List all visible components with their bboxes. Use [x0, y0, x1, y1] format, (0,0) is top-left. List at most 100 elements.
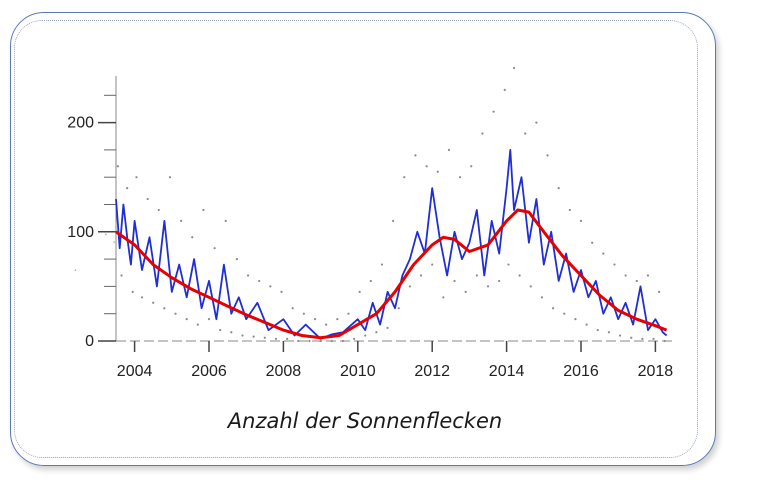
daily-point — [574, 318, 577, 321]
daily-point — [246, 274, 250, 277]
daily-point — [529, 285, 532, 288]
daily-point — [325, 323, 328, 326]
daily-point — [392, 219, 395, 222]
daily-point — [286, 337, 289, 340]
daily-point — [419, 274, 423, 277]
daily-point — [563, 312, 566, 315]
daily-point — [579, 219, 583, 222]
daily-point — [414, 154, 417, 157]
daily-point — [408, 285, 411, 288]
daily-point — [663, 339, 666, 343]
daily-point — [163, 307, 166, 310]
daily-point — [492, 110, 495, 113]
daily-point — [302, 312, 305, 315]
daily-point — [135, 176, 138, 179]
y-axis: 0 100 200 — [67, 76, 117, 350]
daily-point — [546, 154, 549, 157]
daily-point — [596, 328, 599, 332]
x-tick-label: 2008 — [266, 363, 302, 380]
daily-point — [196, 323, 199, 326]
daily-point — [347, 312, 350, 315]
daily-point — [213, 247, 216, 250]
x-tick-label: 2014 — [489, 363, 525, 380]
daily-point — [386, 326, 389, 329]
x-tick-label: 2006 — [191, 363, 227, 380]
daily-point — [646, 274, 650, 277]
daily-point — [568, 208, 571, 212]
frame-inner-border — [14, 20, 698, 458]
daily-point — [453, 279, 456, 283]
daily-point — [540, 296, 544, 299]
daily-point — [202, 208, 205, 212]
daily-point — [308, 339, 311, 343]
x-tick-label: 2012 — [414, 363, 450, 380]
daily-point — [152, 301, 155, 304]
smoothed-series-line — [115, 208, 668, 340]
daily-point — [557, 187, 560, 190]
daily-point — [341, 339, 345, 343]
daily-point — [397, 307, 400, 310]
daily-point — [180, 219, 183, 222]
monthly-line — [115, 149, 668, 340]
daily-point — [168, 176, 172, 179]
chart-caption: Anzahl der Sonnenflecken — [227, 409, 503, 433]
daily-point — [352, 337, 356, 340]
daily-point — [297, 339, 300, 343]
daily-point — [146, 197, 149, 201]
daily-point — [512, 66, 516, 70]
daily-point — [126, 187, 129, 190]
daily-point — [319, 339, 322, 343]
daily-point — [552, 307, 555, 310]
daily-point — [459, 176, 462, 179]
daily-point — [447, 148, 451, 151]
daily-point — [375, 331, 378, 334]
daily-point — [486, 285, 490, 288]
daily-point — [591, 241, 594, 244]
daily-point — [358, 290, 361, 293]
daily-point — [369, 279, 372, 283]
daily-point — [442, 296, 445, 299]
daily-point — [116, 165, 119, 168]
daily-point — [113, 241, 115, 243]
daily-point — [207, 318, 211, 321]
x-tick-label: 2018 — [638, 363, 674, 380]
daily-point — [380, 263, 384, 266]
daily-point — [470, 165, 473, 168]
frame-border — [10, 12, 716, 466]
y-tick-label: 0 — [85, 333, 94, 350]
daily-point — [436, 170, 439, 173]
daily-point — [330, 339, 333, 343]
daily-point — [635, 279, 638, 283]
y-tick-label: 200 — [67, 115, 94, 132]
daily-point — [291, 307, 294, 310]
daily-point — [507, 263, 510, 266]
daily-point — [230, 331, 233, 334]
daily-point — [585, 323, 588, 326]
daily-point — [258, 279, 261, 283]
daily-point — [464, 290, 467, 293]
daily-point — [252, 335, 255, 338]
daily-point — [313, 318, 317, 321]
daily-point — [131, 290, 134, 293]
daily-point — [185, 318, 188, 321]
daily-point — [431, 263, 434, 266]
daily-point — [191, 236, 194, 239]
daily-point — [105, 233, 107, 236]
daily-point — [219, 328, 222, 332]
daily-point — [518, 274, 521, 277]
x-axis: 2004 2006 2008 2010 2012 2014 2016 2018 — [116, 340, 674, 380]
daily-point — [630, 336, 633, 339]
daily-point — [269, 285, 272, 288]
daily-point — [652, 337, 655, 340]
daily-point — [403, 176, 406, 179]
x-tick-label: 2010 — [340, 363, 376, 380]
smoothed-line — [115, 208, 668, 340]
daily-point — [241, 334, 244, 337]
daily-point — [280, 290, 283, 293]
daily-point — [364, 334, 367, 337]
daily-points — [74, 66, 666, 343]
daily-point — [613, 263, 616, 266]
daily-point — [624, 274, 627, 277]
monthly-series-line — [115, 149, 668, 340]
y-tick-label: 100 — [67, 224, 94, 241]
